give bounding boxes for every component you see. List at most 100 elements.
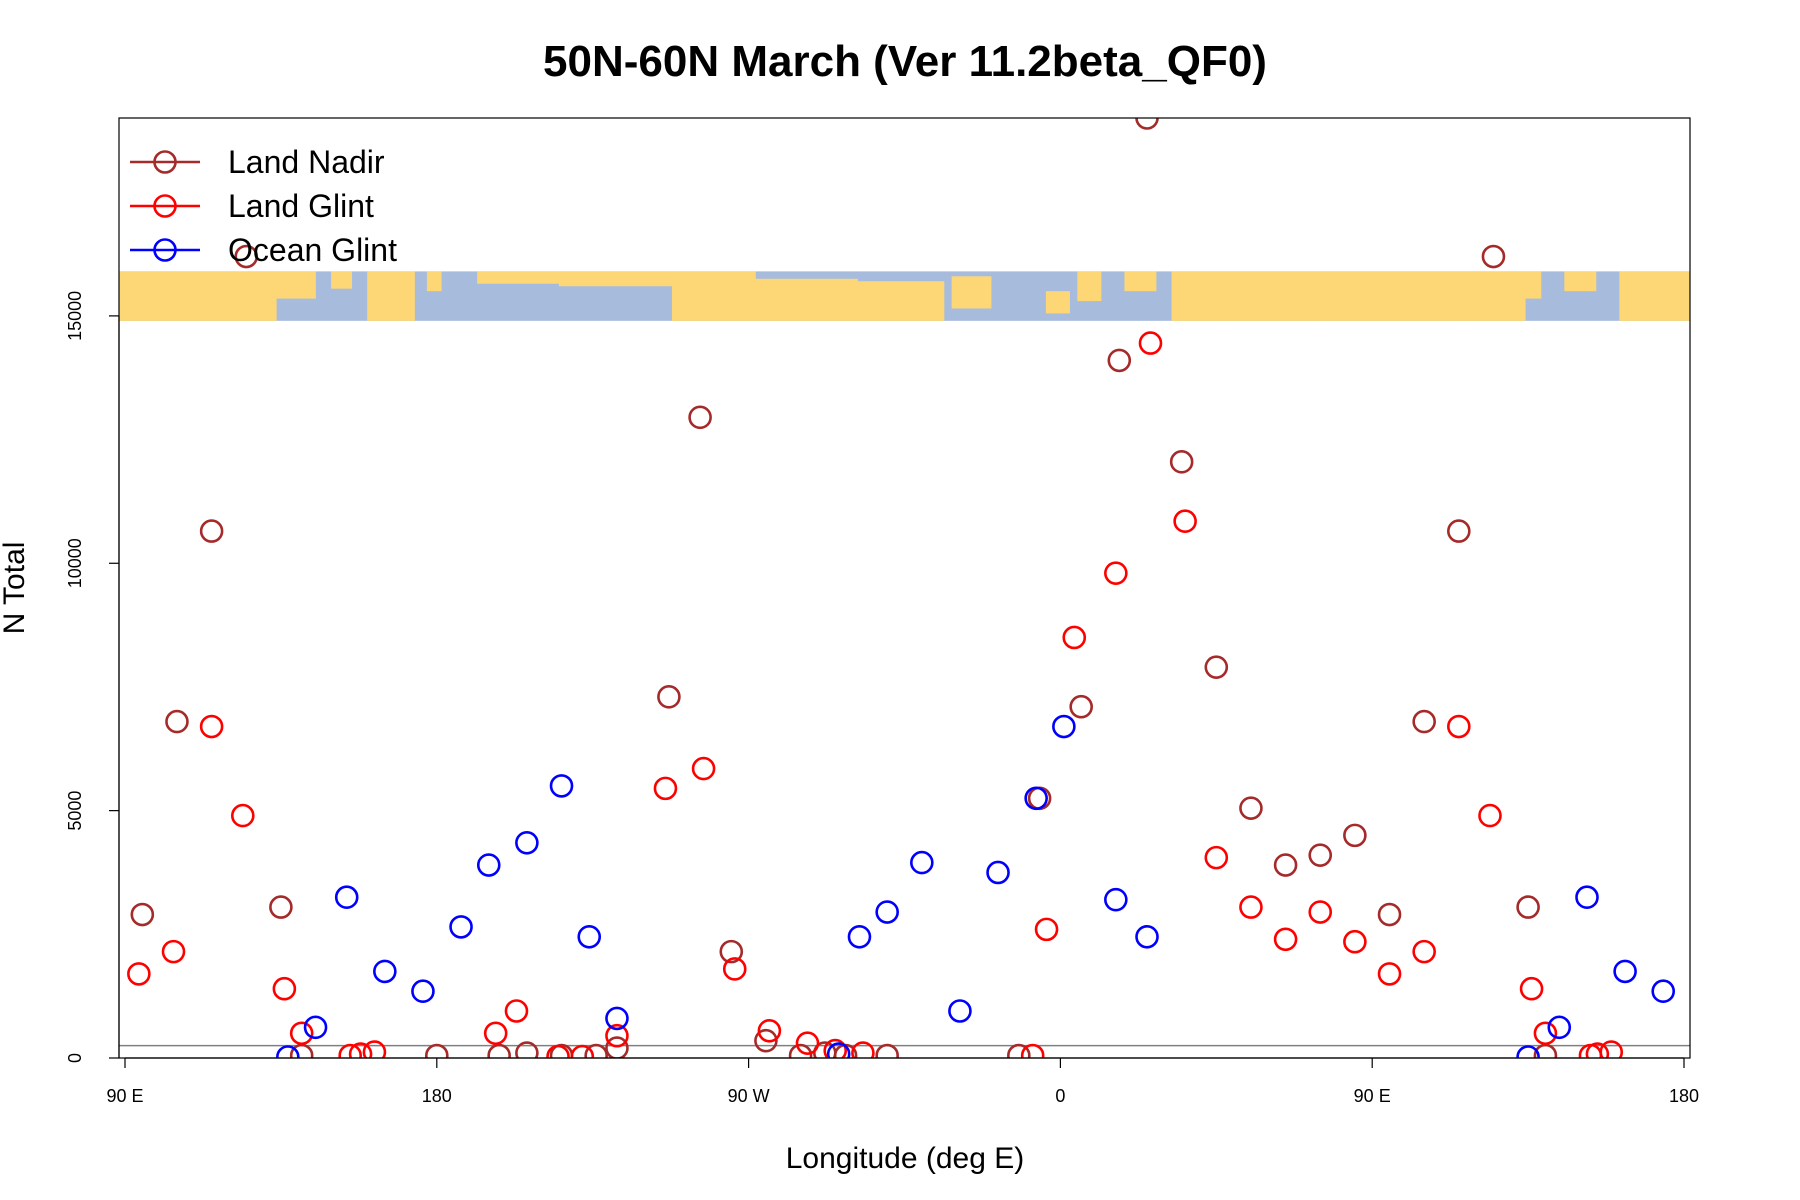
- data-point: [199, 714, 224, 739]
- map-land-block: [1470, 271, 1526, 321]
- data-point: [722, 957, 747, 981]
- data-point: [449, 915, 473, 939]
- data-point: [1135, 924, 1159, 949]
- legend-label: Land Glint: [228, 188, 374, 224]
- data-point: [875, 1043, 899, 1058]
- data-point: [1273, 853, 1298, 877]
- data-point: [161, 939, 186, 964]
- data-point: [823, 1038, 848, 1058]
- legend-label: Ocean Glint: [228, 232, 397, 268]
- x-tick-label: 90 W: [728, 1086, 770, 1106]
- data-point: [1516, 895, 1540, 919]
- data-point: [570, 1044, 595, 1058]
- data-point: [605, 1006, 629, 1031]
- x-axis: 90 E 180 90 W 0 90 E 180: [106, 1057, 1699, 1106]
- data-point: [875, 900, 899, 924]
- data-point: [549, 774, 574, 798]
- data-point: [1377, 902, 1402, 927]
- data-point: [1024, 786, 1048, 811]
- legend-marker: [153, 194, 177, 218]
- map-land-block: [951, 276, 992, 309]
- map-land-block: [1312, 271, 1471, 321]
- data-point: [515, 1041, 539, 1058]
- data-point: [1062, 625, 1087, 650]
- data-point: [910, 850, 934, 875]
- map-land-block: [1045, 291, 1070, 314]
- data-point: [1107, 348, 1132, 373]
- data-point: [1447, 714, 1471, 739]
- data-point: [1104, 561, 1128, 585]
- y-tick-label: 10000: [65, 538, 85, 588]
- y-axis: 0 5000 10000 15000: [65, 291, 120, 1063]
- x-tick-label: 90 E: [106, 1086, 143, 1106]
- map-land-block: [671, 271, 756, 321]
- data-point: [1481, 244, 1506, 269]
- map-land-block: [1171, 271, 1220, 321]
- chart-title: 50N-60N March (Ver 11.2beta_QF0): [543, 37, 1267, 86]
- map-land-block: [426, 271, 442, 292]
- x-tick-label: 180: [422, 1086, 452, 1106]
- data-point: [269, 895, 293, 919]
- y-tick-label: 0: [65, 1053, 85, 1063]
- data-point: [1578, 1043, 1603, 1058]
- data-point: [504, 999, 529, 1023]
- data-point: [1069, 694, 1093, 719]
- data-point: [577, 924, 602, 949]
- data-point: [1173, 509, 1197, 534]
- data-point: [1204, 845, 1229, 870]
- data-point: [605, 1023, 629, 1048]
- data-point: [338, 1043, 362, 1058]
- data-point: [986, 860, 1010, 885]
- data-point: [1651, 979, 1676, 1004]
- series-ocean-glint: [276, 714, 1676, 1058]
- data-point: [199, 519, 224, 543]
- data-point: [1034, 917, 1059, 942]
- data-point: [483, 1021, 508, 1046]
- y-tick-label: 5000: [65, 791, 85, 831]
- data-point: [411, 979, 435, 1004]
- data-point: [688, 405, 712, 430]
- data-point: [476, 853, 501, 877]
- x-tick-label: 90 E: [1354, 1086, 1391, 1106]
- data-point: [826, 1042, 851, 1058]
- data-point: [1169, 450, 1194, 474]
- data-point: [1599, 1040, 1624, 1058]
- data-point: [605, 1036, 629, 1058]
- data-point: [1377, 962, 1402, 986]
- x-tick-label: 180: [1669, 1086, 1699, 1106]
- data-point: [1519, 976, 1544, 1001]
- series-land-nadir: [130, 118, 1558, 1058]
- data-point: [1533, 1021, 1558, 1046]
- data-point: [1478, 803, 1502, 828]
- legend-item: Ocean Glint: [130, 232, 397, 268]
- legend-item: Land Nadir: [130, 144, 385, 180]
- map-land-block: [1619, 271, 1690, 321]
- data-point: [653, 776, 678, 801]
- data-point: [230, 803, 255, 828]
- world-map-strip: [119, 271, 1690, 321]
- map-land-block: [477, 271, 560, 284]
- map-land-block: [119, 271, 277, 321]
- data-point: [515, 830, 539, 855]
- data-point: [754, 1028, 778, 1053]
- map-land-block: [276, 271, 316, 299]
- data-point: [127, 962, 151, 986]
- data-point: [1308, 843, 1333, 867]
- y-tick-label: 15000: [65, 291, 85, 341]
- data-point: [373, 959, 397, 984]
- map-land-block: [331, 271, 353, 289]
- data-point: [272, 976, 297, 1001]
- data-point: [1007, 1043, 1031, 1058]
- legend-marker: [153, 238, 177, 262]
- map-land-block: [1124, 271, 1157, 292]
- data-point: [1204, 655, 1229, 679]
- data-point: [1135, 118, 1159, 130]
- x-tick-label: 0: [1055, 1086, 1065, 1106]
- y-axis-label: N Total: [0, 542, 31, 635]
- data-point: [1239, 895, 1263, 919]
- data-point: [1516, 1045, 1540, 1058]
- data-point: [847, 924, 872, 949]
- legend: Land Nadir Land Glint Ocean Glint: [130, 144, 397, 268]
- data-point: [1273, 927, 1298, 952]
- map-land-block: [755, 278, 858, 321]
